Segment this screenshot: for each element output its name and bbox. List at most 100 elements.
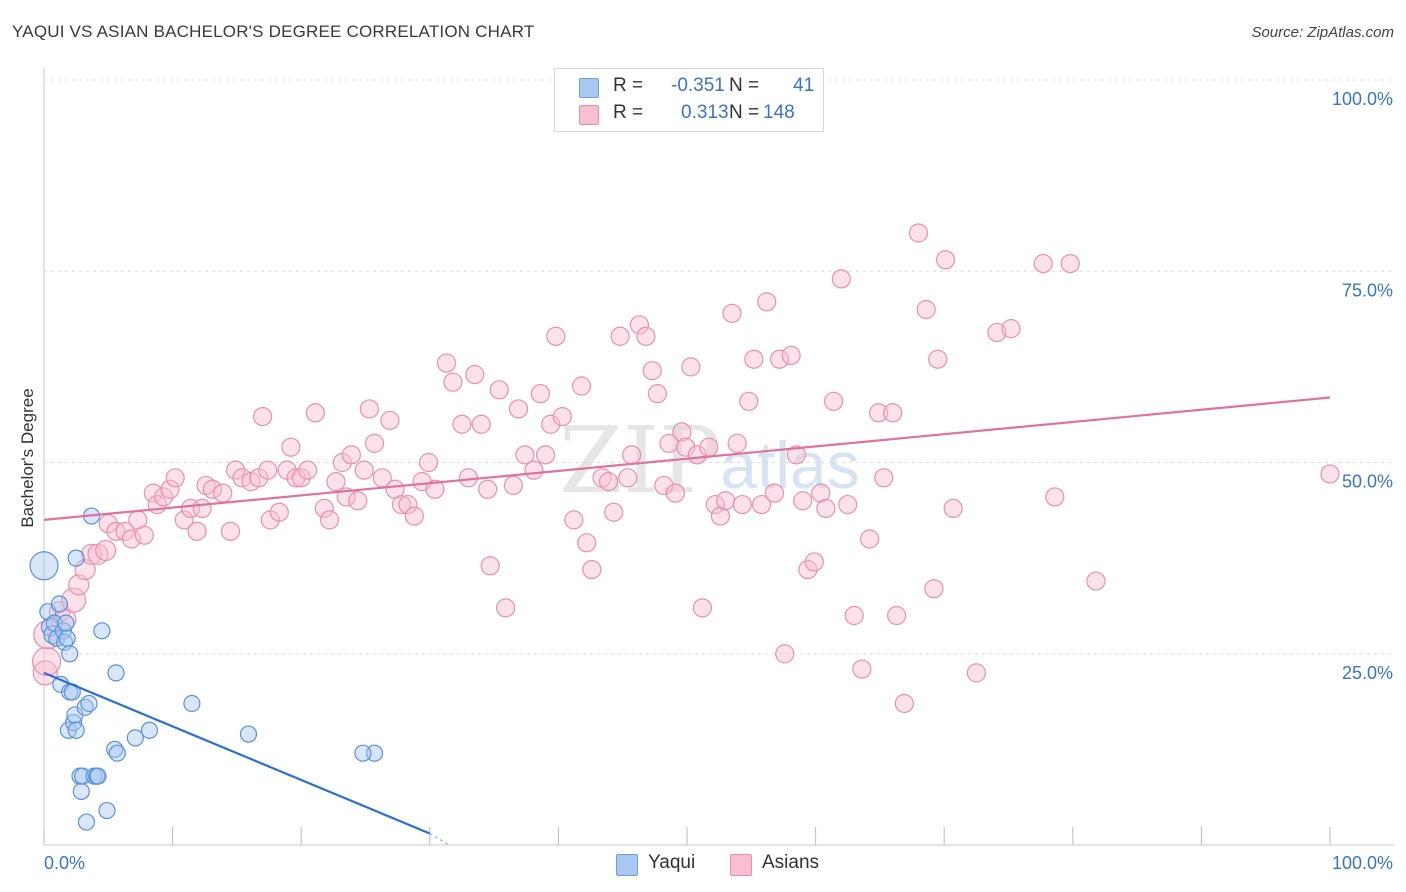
bottom-legend-label: Yaqui bbox=[648, 852, 696, 873]
asians-point bbox=[798, 559, 818, 580]
asians-point bbox=[480, 556, 500, 576]
legend-n-label: N = bbox=[729, 75, 760, 96]
yaqui-point bbox=[183, 694, 201, 713]
asians-point bbox=[213, 483, 233, 503]
y-tick-label: 75.0% bbox=[1342, 280, 1393, 300]
asians-point bbox=[269, 502, 289, 522]
asians-point bbox=[860, 529, 880, 549]
watermark: ZIP atlas bbox=[559, 407, 860, 514]
asians-point bbox=[564, 510, 584, 530]
asians-point bbox=[804, 552, 824, 572]
asians-point bbox=[618, 468, 638, 488]
asians-point bbox=[722, 303, 742, 323]
asians-point bbox=[443, 372, 463, 392]
asians-point bbox=[739, 391, 759, 411]
asians-point bbox=[793, 491, 813, 511]
asians-point bbox=[943, 498, 963, 518]
asians-point bbox=[831, 269, 851, 289]
asians-point bbox=[811, 483, 831, 503]
yaqui-points bbox=[29, 507, 384, 831]
legend-r-label: R = bbox=[613, 102, 644, 123]
legend-n-label: N = bbox=[729, 102, 760, 123]
asians-point bbox=[404, 506, 424, 526]
asians-point bbox=[916, 299, 936, 320]
asians-point bbox=[908, 223, 929, 243]
legend-n-value: 148 bbox=[763, 102, 795, 123]
yaqui-point bbox=[80, 694, 98, 713]
asians-point bbox=[552, 407, 572, 427]
asians-point bbox=[226, 460, 246, 480]
asians-point bbox=[348, 491, 368, 511]
asians-point bbox=[775, 644, 795, 664]
asians-point bbox=[705, 494, 725, 515]
asians-point bbox=[541, 414, 561, 434]
yaqui-trend-line bbox=[43, 671, 431, 835]
yaqui-point bbox=[354, 744, 372, 762]
trend-lines bbox=[43, 396, 1331, 846]
asians-point bbox=[710, 506, 731, 526]
legend-swatch-yaqui bbox=[579, 78, 599, 98]
asians-point bbox=[727, 433, 747, 453]
asians-point bbox=[786, 445, 806, 465]
asians-point bbox=[838, 494, 858, 515]
asians-point bbox=[160, 479, 180, 499]
asians-point bbox=[1060, 254, 1080, 274]
asians-point bbox=[622, 445, 642, 465]
bottom-legend-label: Asians bbox=[762, 852, 820, 873]
asians-point bbox=[816, 498, 836, 518]
asians-point bbox=[687, 445, 707, 465]
asians-point bbox=[665, 483, 686, 503]
asians-point bbox=[202, 479, 223, 499]
legend-swatch-asians bbox=[579, 105, 599, 125]
axes bbox=[43, 68, 1394, 846]
asians-point bbox=[887, 605, 907, 626]
asians-point bbox=[341, 445, 361, 465]
asians-point bbox=[192, 498, 212, 518]
asians-point bbox=[471, 414, 491, 434]
asians-point bbox=[654, 475, 674, 496]
asians-point bbox=[598, 472, 619, 492]
asians-point bbox=[489, 380, 509, 400]
asians-point bbox=[681, 357, 701, 377]
asians-point bbox=[258, 460, 278, 480]
asians-point bbox=[824, 391, 844, 411]
correlation-legend: R = -0.351 N = 41 R = 0.313 N = 148 bbox=[554, 68, 824, 132]
asians-point bbox=[604, 502, 624, 522]
chart-source: Source: ZipAtlas.com bbox=[1251, 24, 1394, 41]
asians-point bbox=[546, 326, 566, 346]
asians-point bbox=[319, 510, 340, 530]
yaqui-point bbox=[239, 725, 258, 743]
asians-point bbox=[530, 384, 550, 404]
asians-point bbox=[314, 498, 334, 518]
asians-point bbox=[508, 399, 529, 419]
asians-point bbox=[425, 479, 445, 499]
asians-point bbox=[496, 598, 516, 618]
yaqui-point bbox=[29, 551, 59, 581]
asians-point bbox=[744, 349, 764, 369]
asians-point bbox=[153, 487, 174, 507]
asians-point bbox=[165, 468, 185, 488]
asians-point bbox=[672, 422, 692, 442]
yaqui-point bbox=[61, 645, 79, 663]
asians-point bbox=[398, 494, 418, 515]
asians-point bbox=[924, 579, 944, 599]
asians-point bbox=[364, 433, 385, 453]
asians-point bbox=[281, 437, 301, 457]
asians-point bbox=[115, 521, 135, 541]
x-tick-label-max: 100.0% bbox=[1332, 853, 1393, 873]
asians-point bbox=[883, 403, 903, 423]
asians-point bbox=[610, 326, 630, 346]
chart-title: YAQUI VS ASIAN BACHELOR'S DEGREE CORRELA… bbox=[12, 22, 535, 41]
yaqui-point bbox=[89, 767, 107, 785]
yaqui-point bbox=[58, 629, 76, 648]
asians-point bbox=[769, 349, 790, 369]
asians-point bbox=[436, 353, 457, 373]
asians-point bbox=[757, 292, 777, 312]
asians-point bbox=[524, 460, 544, 480]
asians-point bbox=[80, 543, 103, 565]
asians-point bbox=[1001, 319, 1021, 339]
yaqui-point bbox=[140, 721, 159, 739]
asians-point bbox=[894, 693, 914, 714]
asians-point bbox=[121, 529, 142, 549]
